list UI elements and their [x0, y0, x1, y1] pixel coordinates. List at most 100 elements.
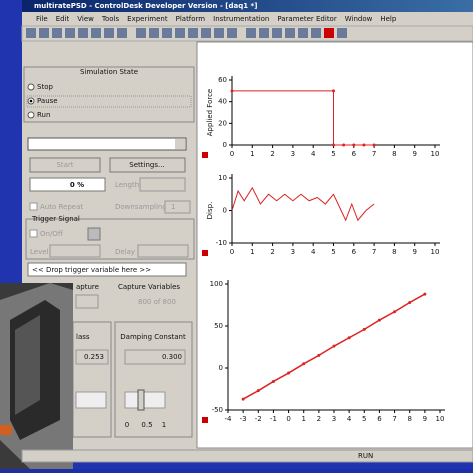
- data-point: [242, 398, 245, 401]
- button-label[interactable]: Start: [56, 161, 73, 169]
- tool-icon[interactable]: [91, 28, 101, 38]
- tool-icon[interactable]: [259, 28, 269, 38]
- y-tick-label: -50: [212, 406, 223, 414]
- input[interactable]: [138, 245, 188, 257]
- x-tick-label: 3: [291, 150, 295, 158]
- tool-icon[interactable]: [188, 28, 198, 38]
- tool-icon[interactable]: [246, 28, 256, 38]
- tool-icon[interactable]: [227, 28, 237, 38]
- x-tick-label: 10: [431, 150, 440, 158]
- radio-label[interactable]: Stop: [37, 83, 53, 91]
- slider-thumb[interactable]: [138, 390, 144, 410]
- radio[interactable]: [28, 84, 34, 90]
- checkbox[interactable]: [30, 230, 37, 237]
- button[interactable]: [76, 295, 98, 308]
- x-tick-label: 2: [270, 248, 274, 256]
- tool-icon[interactable]: [201, 28, 211, 38]
- drop-hint: << Drop trigger variable here >>: [32, 266, 151, 274]
- x-tick-label: 1: [301, 415, 305, 423]
- x-tick-label: 8: [392, 248, 396, 256]
- data-point: [302, 362, 305, 365]
- menu-item[interactable]: Instrumentation: [213, 15, 269, 23]
- tool-icon[interactable]: [214, 28, 224, 38]
- data-point: [342, 144, 345, 147]
- y-tick-label: -10: [216, 239, 227, 247]
- radio-label[interactable]: Pause: [37, 97, 58, 105]
- tool-icon[interactable]: [175, 28, 185, 38]
- x-tick-label: 10: [431, 248, 440, 256]
- menu-item[interactable]: View: [77, 15, 94, 23]
- checkbox[interactable]: [30, 203, 37, 210]
- menu-item[interactable]: Edit: [56, 15, 70, 23]
- x-tick-label: 10: [436, 415, 445, 423]
- x-tick-label: 0: [230, 248, 234, 256]
- x-tick-label: 6: [352, 150, 357, 158]
- window-title: multiratePSD - ControlDesk Developer Ver…: [34, 2, 257, 10]
- tool-icon[interactable]: [52, 28, 62, 38]
- x-tick-label: 4: [311, 150, 316, 158]
- x-tick-label: 0: [286, 415, 290, 423]
- spinner[interactable]: [165, 201, 190, 213]
- status-text: RUN: [358, 452, 373, 460]
- radio[interactable]: [28, 112, 34, 118]
- tool-icon[interactable]: [272, 28, 282, 38]
- x-tick-label: 3: [332, 415, 336, 423]
- slider[interactable]: [125, 392, 165, 408]
- tool-icon[interactable]: [26, 28, 36, 38]
- tool-icon[interactable]: [337, 28, 347, 38]
- slider[interactable]: [76, 392, 106, 408]
- tool-icon[interactable]: [65, 28, 75, 38]
- menu-item[interactable]: Help: [380, 15, 397, 23]
- x-tick-label: 9: [423, 415, 427, 423]
- tool-icon[interactable]: [311, 28, 321, 38]
- label: Length: [115, 181, 139, 189]
- tool-icon[interactable]: [285, 28, 295, 38]
- tool-icon[interactable]: [136, 28, 146, 38]
- x-tick-label: 5: [331, 248, 335, 256]
- menu-item[interactable]: Tools: [101, 15, 120, 23]
- x-tick-label: -4: [225, 415, 233, 423]
- display-value: 0.300: [162, 353, 182, 361]
- input[interactable]: [140, 178, 185, 191]
- tool-icon[interactable]: [149, 28, 159, 38]
- checkbox-label[interactable]: On/Off: [40, 230, 63, 238]
- tool-icon[interactable]: [78, 28, 88, 38]
- dropdown-button[interactable]: [175, 139, 185, 149]
- spinner-value[interactable]: 1: [171, 203, 175, 211]
- menu-item[interactable]: Platform: [176, 15, 206, 23]
- group-title: Trigger Signal: [31, 215, 80, 223]
- page: multiratePSD - ControlDesk Developer Ver…: [0, 0, 473, 469]
- data-point: [352, 144, 355, 147]
- menu-item[interactable]: Window: [345, 15, 373, 23]
- tool-icon[interactable]: [324, 28, 334, 38]
- x-tick-label: 5: [362, 415, 366, 423]
- x-tick-label: 9: [412, 248, 416, 256]
- tool-icon[interactable]: [117, 28, 127, 38]
- button-label[interactable]: Settings...: [129, 161, 164, 169]
- data-point: [348, 336, 351, 339]
- x-tick-label: 0: [230, 150, 234, 158]
- progress-text: 0 %: [70, 181, 84, 189]
- radio-label[interactable]: Run: [37, 111, 50, 119]
- icon-button[interactable]: [88, 228, 100, 240]
- tool-icon[interactable]: [39, 28, 49, 38]
- x-tick-label: 6: [377, 415, 382, 423]
- menu-item[interactable]: File: [36, 15, 48, 23]
- menu-item[interactable]: Parameter Editor: [277, 15, 336, 23]
- highlight: [0, 425, 12, 435]
- tool-icon[interactable]: [104, 28, 114, 38]
- menu-item[interactable]: Experiment: [127, 15, 168, 23]
- data-point: [362, 144, 365, 147]
- checkbox-label[interactable]: Auto Repeat: [40, 203, 83, 211]
- label: Downsampling: [115, 203, 167, 211]
- input[interactable]: [50, 245, 100, 257]
- data-point: [333, 345, 336, 348]
- progress: [30, 178, 105, 191]
- dropdown[interactable]: [28, 138, 186, 150]
- y-tick-label: 100: [210, 280, 223, 288]
- tool-icon[interactable]: [298, 28, 308, 38]
- tool-icon[interactable]: [162, 28, 172, 38]
- data-point: [257, 389, 260, 392]
- plot-area: [197, 42, 473, 448]
- data-point: [378, 319, 381, 322]
